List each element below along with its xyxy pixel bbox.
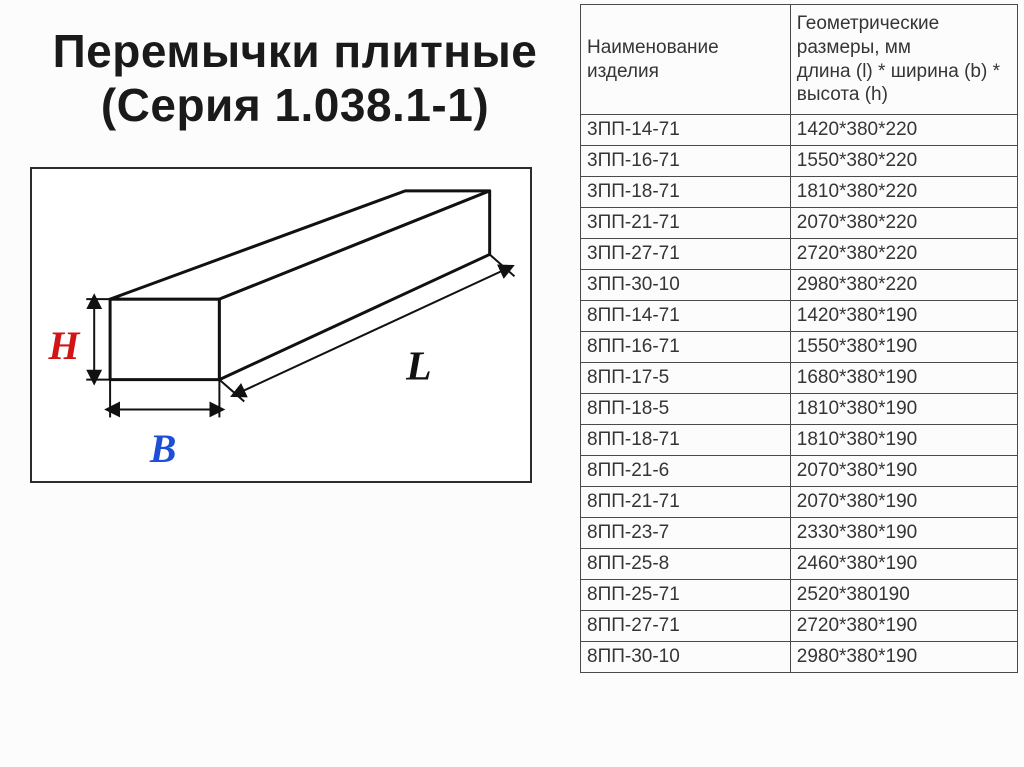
cell-dims: 1550*380*220 bbox=[790, 146, 1017, 177]
cell-dims: 1680*380*190 bbox=[790, 363, 1017, 394]
header-name: Наименование изделия bbox=[581, 5, 791, 115]
table-row: 3ПП-30-102980*380*220 bbox=[581, 270, 1018, 301]
table-body: 3ПП-14-711420*380*2203ПП-16-711550*380*2… bbox=[581, 115, 1018, 673]
page-title: Перемычки плитные (Серия 1.038.1-1) bbox=[26, 24, 572, 133]
dim-B bbox=[110, 379, 219, 417]
table-header-row: Наименование изделия Геометрические разм… bbox=[581, 5, 1018, 115]
table-row: 8ПП-18-711810*380*190 bbox=[581, 425, 1018, 456]
diagram-svg: H B L bbox=[32, 169, 530, 481]
cell-name: 3ПП-30-10 bbox=[581, 270, 791, 301]
header-dims: Геометрические размеры, ммдлина (l) * ши… bbox=[790, 5, 1017, 115]
right-pane: Наименование изделия Геометрические разм… bbox=[580, 0, 1024, 767]
table-row: 3ПП-18-711810*380*220 bbox=[581, 177, 1018, 208]
bar-3d bbox=[110, 190, 490, 379]
cell-dims: 1810*380*190 bbox=[790, 425, 1017, 456]
table-row: 8ПП-16-711550*380*190 bbox=[581, 332, 1018, 363]
cell-name: 8ПП-23-7 bbox=[581, 518, 791, 549]
left-pane: Перемычки плитные (Серия 1.038.1-1) bbox=[0, 0, 580, 767]
cell-dims: 2070*380*220 bbox=[790, 208, 1017, 239]
cell-name: 3ПП-14-71 bbox=[581, 115, 791, 146]
cell-dims: 2330*380*190 bbox=[790, 518, 1017, 549]
cell-name: 3ПП-21-71 bbox=[581, 208, 791, 239]
cell-dims: 1420*380*190 bbox=[790, 301, 1017, 332]
table-row: 8ПП-21-712070*380*190 bbox=[581, 487, 1018, 518]
cell-name: 8ПП-21-6 bbox=[581, 456, 791, 487]
cell-name: 8ПП-21-71 bbox=[581, 487, 791, 518]
table-row: 3ПП-16-711550*380*220 bbox=[581, 146, 1018, 177]
lintel-diagram: H B L bbox=[30, 167, 532, 483]
table-row: 8ПП-14-711420*380*190 bbox=[581, 301, 1018, 332]
table-row: 8ПП-18-51810*380*190 bbox=[581, 394, 1018, 425]
spec-table: Наименование изделия Геометрические разм… bbox=[580, 4, 1018, 673]
table-row: 3ПП-21-712070*380*220 bbox=[581, 208, 1018, 239]
cell-dims: 2980*380*220 bbox=[790, 270, 1017, 301]
table-row: 8ПП-25-712520*380190 bbox=[581, 580, 1018, 611]
cell-name: 8ПП-25-71 bbox=[581, 580, 791, 611]
page-container: Перемычки плитные (Серия 1.038.1-1) bbox=[0, 0, 1024, 767]
table-row: 8ПП-27-712720*380*190 bbox=[581, 611, 1018, 642]
cell-dims: 1420*380*220 bbox=[790, 115, 1017, 146]
cell-dims: 2720*380*190 bbox=[790, 611, 1017, 642]
cell-name: 8ПП-14-71 bbox=[581, 301, 791, 332]
cell-dims: 1810*380*190 bbox=[790, 394, 1017, 425]
label-B: B bbox=[149, 427, 177, 471]
cell-name: 8ПП-27-71 bbox=[581, 611, 791, 642]
cell-name: 8ПП-16-71 bbox=[581, 332, 791, 363]
cell-dims: 2720*380*220 bbox=[790, 239, 1017, 270]
cell-dims: 2070*380*190 bbox=[790, 487, 1017, 518]
cell-dims: 1810*380*220 bbox=[790, 177, 1017, 208]
cell-name: 3ПП-18-71 bbox=[581, 177, 791, 208]
cell-name: 8ПП-17-5 bbox=[581, 363, 791, 394]
table-row: 8ПП-17-51680*380*190 bbox=[581, 363, 1018, 394]
cell-dims: 2980*380*190 bbox=[790, 642, 1017, 673]
table-row: 8ПП-21-62070*380*190 bbox=[581, 456, 1018, 487]
cell-dims: 2460*380*190 bbox=[790, 549, 1017, 580]
table-row: 8ПП-25-82460*380*190 bbox=[581, 549, 1018, 580]
cell-dims: 2070*380*190 bbox=[790, 456, 1017, 487]
table-row: 8ПП-30-102980*380*190 bbox=[581, 642, 1018, 673]
cell-name: 8ПП-25-8 bbox=[581, 549, 791, 580]
cell-dims: 1550*380*190 bbox=[790, 332, 1017, 363]
dim-H bbox=[86, 299, 110, 379]
cell-name: 8ПП-18-71 bbox=[581, 425, 791, 456]
title-line-2: (Серия 1.038.1-1) bbox=[101, 79, 489, 131]
label-L: L bbox=[405, 343, 431, 389]
label-H: H bbox=[47, 323, 80, 367]
cell-name: 3ПП-16-71 bbox=[581, 146, 791, 177]
table-row: 8ПП-23-72330*380*190 bbox=[581, 518, 1018, 549]
cell-name: 8ПП-30-10 bbox=[581, 642, 791, 673]
cell-name: 8ПП-18-5 bbox=[581, 394, 791, 425]
cell-name: 3ПП-27-71 bbox=[581, 239, 791, 270]
table-row: 3ПП-14-711420*380*220 bbox=[581, 115, 1018, 146]
title-line-1: Перемычки плитные bbox=[53, 25, 538, 77]
table-row: 3ПП-27-712720*380*220 bbox=[581, 239, 1018, 270]
cell-dims: 2520*380190 bbox=[790, 580, 1017, 611]
